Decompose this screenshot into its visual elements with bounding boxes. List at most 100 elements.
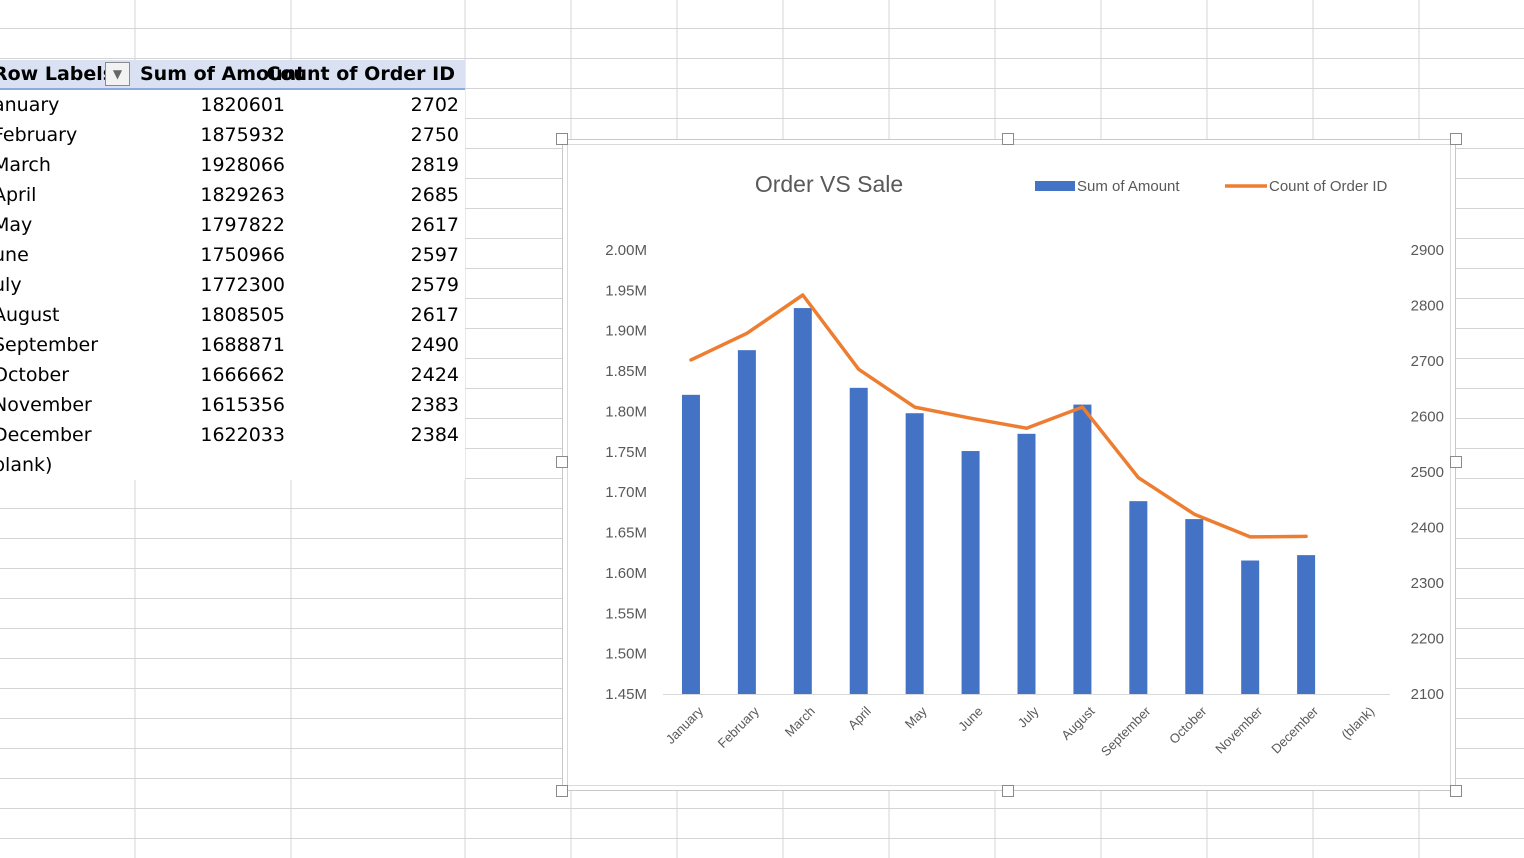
x-category-label: January	[663, 703, 707, 747]
y-left-tick-label: 1.90M	[605, 323, 647, 340]
bar-sum-of-amount	[905, 413, 924, 694]
pivot-body: anuary 1820601 2702 February 1875932 2750 Marc…	[0, 90, 465, 480]
sum-of-amount-header: Sum of Amount	[140, 63, 306, 85]
y-left-tick-label: 2.00M	[605, 242, 647, 259]
row-label-cell: April	[0, 184, 37, 206]
y-right-tick-label: 2200	[1411, 631, 1444, 648]
pivot-table: Row Labels ▼ Sum of Amount Count of Orde…	[0, 60, 465, 480]
row-label-cell: blank)	[0, 454, 53, 476]
sum-of-amount-cell: 1829263	[200, 184, 285, 206]
sum-of-amount-cell: 1666662	[200, 364, 285, 386]
count-of-order-id-cell: 2424	[410, 364, 459, 386]
count-of-order-id-cell: 2597	[410, 244, 459, 266]
bar-sum-of-amount	[1185, 519, 1204, 694]
resize-handle[interactable]	[1450, 785, 1462, 797]
bar-sum-of-amount	[1241, 560, 1260, 694]
x-category-label: February	[715, 703, 763, 751]
count-of-order-id-cell: 2819	[410, 154, 459, 176]
y-left-tick-label: 1.65M	[605, 525, 647, 542]
pivot-row[interactable]: September 1688871 2490	[0, 330, 465, 360]
bar-sum-of-amount	[1017, 433, 1036, 694]
bar-sum-of-amount	[1073, 404, 1092, 694]
x-category-label: June	[955, 704, 986, 735]
y-right-tick-label: 2300	[1411, 575, 1444, 592]
pivot-row[interactable]: March 1928066 2819	[0, 150, 465, 180]
y-left-tick-label: 1.75M	[605, 444, 647, 461]
y-left-tick-label: 1.45M	[605, 686, 647, 703]
sum-of-amount-cell: 1808505	[200, 304, 285, 326]
count-of-order-id-cell: 2383	[410, 394, 459, 416]
resize-handle[interactable]	[556, 133, 568, 145]
bar-sum-of-amount	[961, 451, 980, 694]
y-right-tick-label: 2700	[1411, 353, 1444, 370]
sum-of-amount-cell: 1688871	[200, 334, 285, 356]
row-label-cell: August	[0, 304, 60, 326]
sum-of-amount-cell: 1875932	[200, 124, 285, 146]
pivot-row[interactable]: April 1829263 2685	[0, 180, 465, 210]
row-label-cell: March	[0, 154, 51, 176]
x-category-label: May	[902, 703, 930, 731]
row-label-cell: December	[0, 424, 92, 446]
x-category-label: March	[782, 704, 818, 740]
bar-sum-of-amount	[793, 308, 812, 694]
y-right-tick-label: 2500	[1411, 464, 1444, 481]
sum-of-amount-cell: 1797822	[200, 214, 285, 236]
count-of-order-id-cell: 2702	[410, 94, 459, 116]
pivot-row[interactable]: August 1808505 2617	[0, 300, 465, 330]
pivot-row[interactable]: une 1750966 2597	[0, 240, 465, 270]
pivot-row[interactable]: February 1875932 2750	[0, 120, 465, 150]
x-category-label: October	[1166, 703, 1210, 747]
sum-of-amount-cell: 1820601	[200, 94, 285, 116]
count-of-order-id-cell: 2490	[410, 334, 459, 356]
count-of-order-id-cell: 2579	[410, 274, 459, 296]
count-of-order-id-cell: 2617	[410, 214, 459, 236]
y-right-tick-label: 2100	[1411, 686, 1444, 703]
pivot-row[interactable]: uly 1772300 2579	[0, 270, 465, 300]
line-count-of-order-id	[689, 293, 1308, 539]
y-left-tick-label: 1.55M	[605, 605, 647, 622]
pivot-row[interactable]: blank)	[0, 450, 465, 480]
row-labels-filter-button[interactable]: ▼	[105, 62, 130, 86]
x-category-label: September	[1098, 703, 1154, 759]
count-of-order-id-header: Count of Order ID	[266, 63, 455, 85]
bar-sum-of-amount	[681, 394, 700, 694]
bar-sum-of-amount	[737, 350, 756, 694]
sum-of-amount-cell: 1622033	[200, 424, 285, 446]
bar-sum-of-amount	[1129, 501, 1148, 694]
x-category-label: August	[1058, 703, 1097, 742]
y-right-tick-label: 2800	[1411, 298, 1444, 315]
bar-sum-of-amount	[1297, 555, 1316, 694]
pivot-row[interactable]: anuary 1820601 2702	[0, 90, 465, 120]
y-left-tick-label: 1.85M	[605, 363, 647, 380]
y-left-tick-label: 1.80M	[605, 403, 647, 420]
row-label-cell: November	[0, 394, 92, 416]
pivot-row[interactable]: November 1615356 2383	[0, 390, 465, 420]
row-labels-header: Row Labels	[0, 63, 115, 85]
resize-handle[interactable]	[1450, 133, 1462, 145]
pivot-row[interactable]: December 1622033 2384	[0, 420, 465, 450]
count-of-order-id-cell: 2685	[410, 184, 459, 206]
y-left-tick-label: 1.60M	[605, 565, 647, 582]
y-right-tick-label: 2400	[1411, 520, 1444, 537]
row-label-cell: anuary	[0, 94, 60, 116]
sum-of-amount-cell: 1772300	[200, 274, 285, 296]
bar-sum-of-amount	[849, 387, 868, 694]
count-of-order-id-cell: 2750	[410, 124, 459, 146]
sum-of-amount-cell: 1750966	[200, 244, 285, 266]
pivot-header-row: Row Labels ▼ Sum of Amount Count of Orde…	[0, 60, 465, 90]
pivot-row[interactable]: October 1666662 2424	[0, 360, 465, 390]
x-category-label: July	[1015, 703, 1042, 730]
y-left-tick-label: 1.50M	[605, 646, 647, 663]
x-category-label: December	[1268, 703, 1321, 756]
pivot-row[interactable]: May 1797822 2617	[0, 210, 465, 240]
x-category-label: (blank)	[1338, 704, 1377, 743]
y-right-tick-label: 2900	[1411, 242, 1444, 259]
legend-label-count-of-order-id: Count of Order ID	[1269, 178, 1388, 195]
x-category-label: April	[845, 703, 874, 732]
row-label-cell: October	[0, 364, 70, 386]
resize-handle[interactable]	[556, 785, 568, 797]
sum-of-amount-cell: 1615356	[200, 394, 285, 416]
legend-label-sum-of-amount: Sum of Amount	[1077, 178, 1180, 195]
y-left-tick-label: 1.70M	[605, 484, 647, 501]
